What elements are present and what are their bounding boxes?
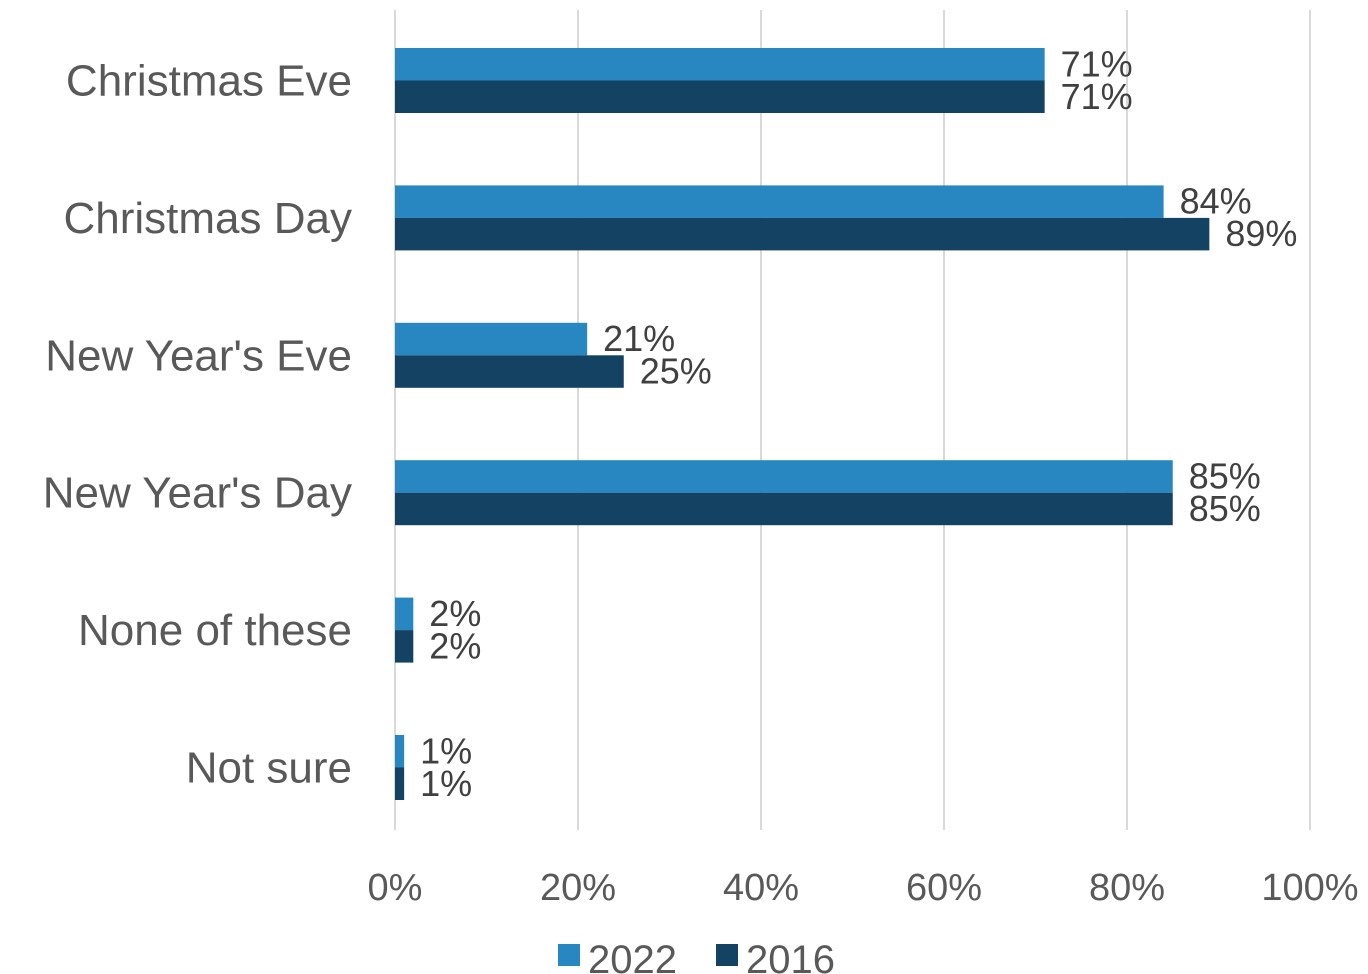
bar-2016	[395, 80, 1045, 113]
gridlines	[394, 10, 1311, 830]
data-label: 25%	[640, 351, 712, 392]
data-label: 89%	[1225, 213, 1297, 254]
data-label: 2%	[429, 593, 481, 634]
category-label: None of these	[78, 606, 352, 655]
bar-2022	[395, 597, 414, 631]
x-tick-label: 80%	[1089, 867, 1165, 909]
data-label: 85%	[1189, 455, 1261, 496]
data-label: 1%	[420, 730, 472, 771]
bar-2022	[395, 185, 1164, 218]
bar-2022	[395, 460, 1173, 493]
x-tick-label: 20%	[540, 867, 616, 909]
bar-2016	[395, 492, 1173, 526]
legend-label: 2016	[746, 938, 835, 974]
data-label: 85%	[1189, 488, 1261, 529]
bar-2016	[395, 630, 414, 663]
legend-swatch	[558, 944, 580, 966]
category-label: Christmas Day	[64, 194, 353, 243]
x-tick-label: 100%	[1261, 867, 1358, 909]
category-label: Not sure	[186, 744, 352, 793]
x-tick-label: 0%	[368, 867, 423, 909]
data-label: 71%	[1061, 76, 1133, 117]
x-tick-label: 60%	[906, 867, 982, 909]
category-label: Christmas Eve	[66, 57, 352, 106]
category-label: New Year's Eve	[45, 331, 352, 380]
bars	[395, 48, 1210, 800]
x-tick-label: 40%	[723, 867, 799, 909]
data-label: 21%	[603, 318, 675, 359]
bar-2016	[395, 217, 1210, 251]
data-label: 84%	[1180, 181, 1252, 222]
data-label: 2%	[429, 625, 481, 666]
category-label: New Year's Day	[43, 469, 352, 518]
bar-2016	[395, 767, 405, 800]
data-label: 71%	[1061, 43, 1133, 84]
bar-2016	[395, 355, 624, 388]
legend: 2022 2016	[558, 938, 835, 974]
x-axis-tick-labels: 0% 20% 40% 60% 80% 100%	[368, 867, 1359, 909]
category-labels: Christmas Eve Christmas Day New Year's Eve…	[43, 57, 352, 793]
bar-2022	[395, 48, 1045, 81]
legend-label: 2022	[588, 938, 677, 974]
legend-swatch	[716, 944, 738, 966]
data-label: 1%	[420, 763, 472, 804]
data-labels: 71%71% 84%89% 21%25% 85%85% 2%2% 1%1%	[420, 43, 1297, 804]
bar-2022	[395, 322, 588, 356]
bar-2022	[395, 735, 405, 768]
